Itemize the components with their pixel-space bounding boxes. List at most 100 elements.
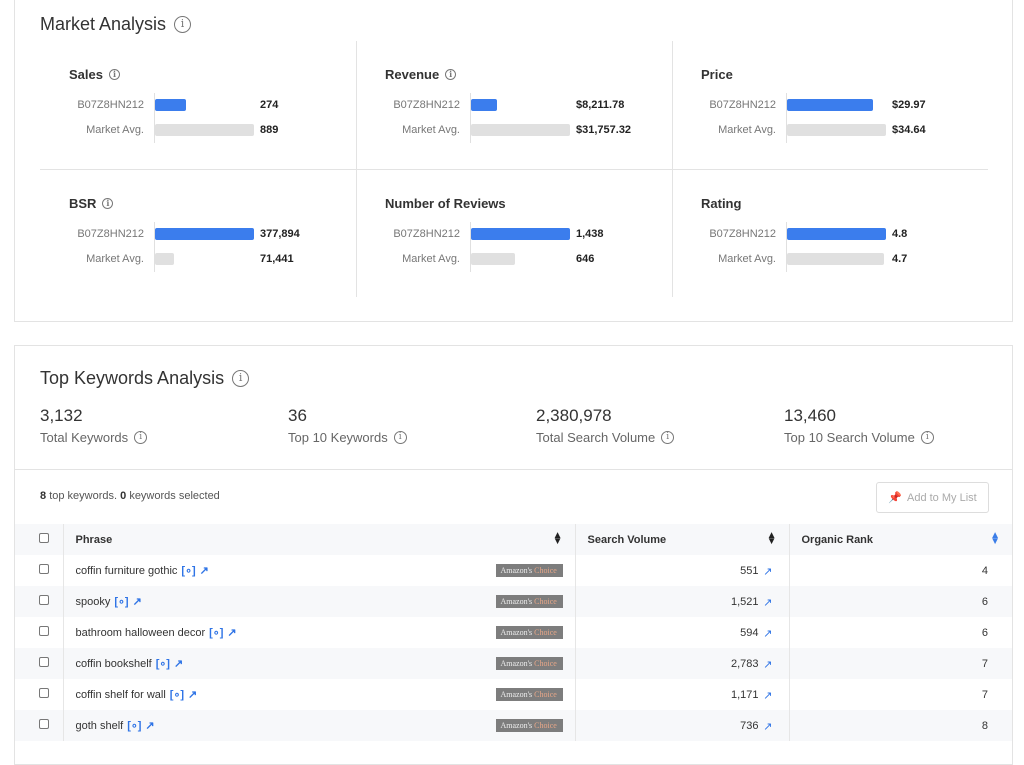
pin-icon: 📌 [888,492,902,504]
amazons-choice-badge: Amazon's Choice [495,626,563,639]
info-icon[interactable]: i [920,431,934,444]
row-checkbox[interactable] [39,595,49,605]
divider [15,469,1012,470]
amazons-choice-badge: Amazon's Choice [495,595,563,608]
avg-label: Market Avg. [86,253,144,265]
stat-value: 36 [288,406,307,425]
column-search-volume[interactable]: Search Volume ▲ ▼ [575,524,790,555]
info-icon[interactable]: i [393,431,407,444]
info-icon[interactable]: i [108,69,120,80]
external-link-icon[interactable]: ↗ [188,689,198,701]
avg-bar [787,124,886,136]
row-checkbox[interactable] [39,657,49,667]
external-link-icon[interactable]: ↗ [145,720,155,732]
product-bar [155,99,186,111]
keyword-scan-icon[interactable]: [∘] [181,565,196,577]
badge-text: Amazon's [500,628,533,637]
external-link-icon[interactable]: ↗ [173,658,184,670]
avg-row: Market Avg. 889 [40,123,356,137]
avg-value: $31,757.32 [576,124,632,136]
metric-revenue: Revenue i B07Z8HN212 $8,211.78 Market Avg.… [356,41,672,170]
product-value: 1,438 [576,228,604,240]
product-bar [471,228,570,240]
info-icon[interactable]: i [134,431,148,444]
sort-icon[interactable]: ▲ ▼ [990,530,1000,547]
avg-value: 646 [576,253,595,265]
row-checkbox[interactable] [39,688,49,698]
stat-label: Top 10 Search Volume [784,430,915,445]
row-checkbox[interactable] [39,626,49,636]
organic-rank: 4 [981,564,988,577]
trend-chart-icon[interactable]: ↗ [763,720,773,733]
metric-name: Revenue [385,67,440,82]
divider [356,41,357,297]
product-bar [471,99,497,111]
badge-text: Amazon's [500,721,533,730]
info-icon[interactable]: i [174,16,192,33]
metric-title: Sales i [69,67,120,82]
selected-text: keywords selected [129,490,220,502]
stat-label: Top 10 Keywords [288,430,388,445]
badge-text: Choice [534,659,557,668]
organic-rank: 8 [789,710,1012,741]
trend-chart-icon[interactable]: ↗ [763,627,773,640]
badge-text: Amazon's [500,566,533,575]
keyword-scan-icon[interactable]: [∘] [209,627,224,639]
product-label: B07Z8HN212 [709,99,776,111]
avg-label: Market Avg. [402,124,460,136]
table-row: spooky [∘] ↗ Amazon's Choice 1,521 ↗ 6 [15,586,1012,617]
trend-chart-icon[interactable]: ↗ [763,596,773,609]
info-icon[interactable]: i [102,198,114,209]
avg-label: Market Avg. [718,253,776,265]
search-volume: 2,783 [730,657,759,670]
info-icon[interactable]: i [232,370,250,387]
add-to-my-list-button[interactable]: 📌 Add to My List [876,482,989,513]
stat-1: 36 Top 10 Keywords i [288,406,407,445]
row-checkbox[interactable] [39,719,49,729]
avg-bar [471,253,515,265]
info-icon[interactable]: i [445,69,457,80]
row-checkbox[interactable] [39,564,49,574]
external-link-icon[interactable]: ↗ [199,565,209,577]
stat-value: 3,132 [40,406,83,425]
stat-label: Total Search Volume [536,430,656,445]
keyword-scan-icon[interactable]: [∘] [155,658,170,670]
amazons-choice-badge: Amazon's Choice [495,719,563,732]
search-volume: 1,521 [730,595,759,608]
amazons-choice-badge: Amazon's Choice [495,688,563,701]
phrase: coffin shelf for wall [75,689,166,701]
metric-name: Rating [701,196,742,211]
info-icon[interactable]: i [661,431,675,444]
avg-label: Market Avg. [718,124,776,136]
table-row: coffin bookshelf [∘] ↗ Amazon's Choice 2,78… [15,648,1012,679]
avg-row: Market Avg. $31,757.32 [356,123,672,137]
avg-value: 889 [260,124,279,136]
search-volume: 1,171 [730,688,759,701]
stat-label: Total Keywords [40,430,129,445]
product-label: B07Z8HN212 [77,228,144,240]
column-organic-rank[interactable]: Organic Rank ▲ ▼ [789,524,1012,555]
external-link-icon[interactable]: ↗ [227,627,237,639]
keyword-scan-icon[interactable]: [∘] [127,720,142,732]
phrase: coffin furniture gothic [75,565,178,577]
metric-title: Rating [701,196,741,211]
sort-icon[interactable]: ▲ ▼ [766,530,777,547]
external-link-icon[interactable]: ↗ [132,596,142,608]
product-label: B07Z8HN212 [77,99,144,111]
trend-chart-icon[interactable]: ↗ [763,565,773,578]
sort-icon[interactable]: ▲ ▼ [552,530,563,547]
trend-chart-icon[interactable]: ↗ [763,689,773,702]
column-phrase[interactable]: Phrase ▲ ▼ [63,524,576,555]
keyword-scan-icon[interactable]: [∘] [169,689,185,701]
stat-value: 13,460 [784,406,836,425]
search-volume: 551 [740,564,759,577]
title-text: Market Analysis [40,14,167,34]
trend-chart-icon[interactable]: ↗ [763,658,773,671]
product-row: B07Z8HN212 $29.97 [672,98,988,112]
header-label: Search Volume [587,533,667,546]
select-all-checkbox[interactable] [39,533,49,543]
phrase: goth shelf [75,720,124,732]
keyword-scan-icon[interactable]: [∘] [114,596,129,608]
product-value: 377,894 [260,228,300,240]
title-text: Top Keywords Analysis [40,368,225,388]
